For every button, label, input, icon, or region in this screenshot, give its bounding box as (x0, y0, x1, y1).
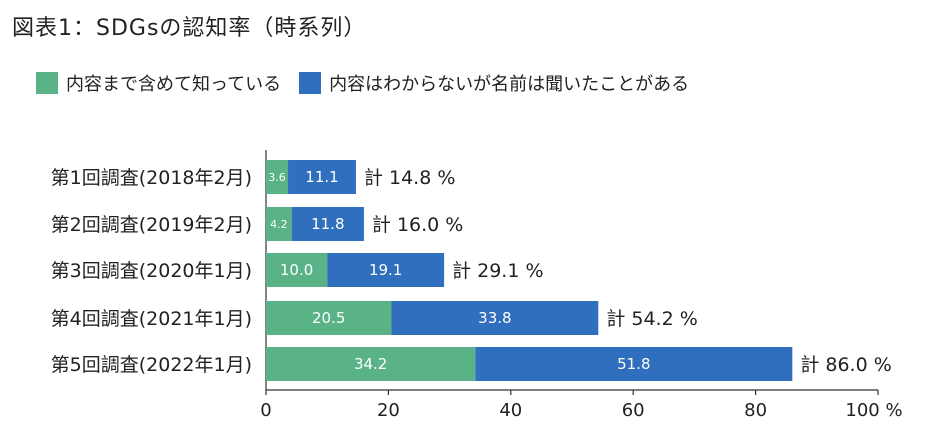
data-label: 10.0 (280, 261, 313, 279)
bar-segment-detailed (266, 301, 392, 335)
data-label: 4.2 (270, 218, 288, 231)
category-label: 第2回調査(2019年2月) (51, 214, 252, 236)
legend-label-name-only: 内容はわからないが名前は聞いたことがある (329, 74, 690, 95)
bar-segment-detailed (266, 347, 476, 381)
legend: 内容まで含めて知っている 内容はわからないが名前は聞いたことがある (36, 70, 707, 96)
data-label: 51.8 (617, 355, 650, 373)
legend-swatch-name-only (299, 72, 322, 94)
total-label: 計 14.8 % (364, 167, 455, 189)
bar-segment-name-only (288, 160, 356, 194)
data-label: 19.1 (369, 261, 402, 279)
category-label: 第5回調査(2022年1月) (51, 354, 252, 376)
bar-segment-name-only (291, 207, 364, 241)
data-label: 11.1 (305, 168, 338, 186)
category-label: 第4回調査(2021年1月) (51, 308, 252, 330)
legend-label-detailed: 内容まで含めて知っている (66, 74, 282, 95)
total-label: 計 29.1 % (452, 260, 543, 282)
total-label: 計 86.0 % (800, 354, 891, 376)
total-label: 計 16.0 % (372, 214, 463, 236)
data-label: 33.8 (478, 309, 511, 327)
x-tick-label: 0 (260, 400, 271, 421)
total-label: 計 54.2 % (606, 308, 697, 330)
x-tick-label: 100 % (845, 400, 902, 421)
chart-title: 図表1：SDGsの認知率（時系列） (12, 16, 367, 41)
legend-item-detailed: 内容まで含めて知っている (36, 70, 281, 96)
category-label: 第1回調査(2018年2月) (51, 167, 252, 189)
category-label: 第3回調査(2020年1月) (51, 260, 252, 282)
bar-segment-name-only (327, 253, 445, 287)
data-label: 3.6 (268, 171, 286, 184)
legend-swatch-detailed (36, 72, 58, 94)
legend-item-name-only: 内容はわからないが名前は聞いたことがある (299, 70, 689, 96)
x-tick-label: 60 (622, 400, 645, 421)
bar-segment-detailed (266, 207, 292, 241)
bar-segment-detailed (266, 160, 289, 194)
data-label: 20.5 (312, 309, 345, 327)
data-label: 34.2 (354, 355, 387, 373)
data-label: 11.8 (311, 215, 344, 233)
bar-segment-detailed (266, 253, 328, 287)
bar-segment-name-only (475, 347, 793, 381)
x-tick-label: 40 (499, 400, 522, 421)
x-tick-label: 20 (377, 400, 400, 421)
bar-segment-name-only (391, 301, 599, 335)
x-tick-label: 80 (744, 400, 767, 421)
